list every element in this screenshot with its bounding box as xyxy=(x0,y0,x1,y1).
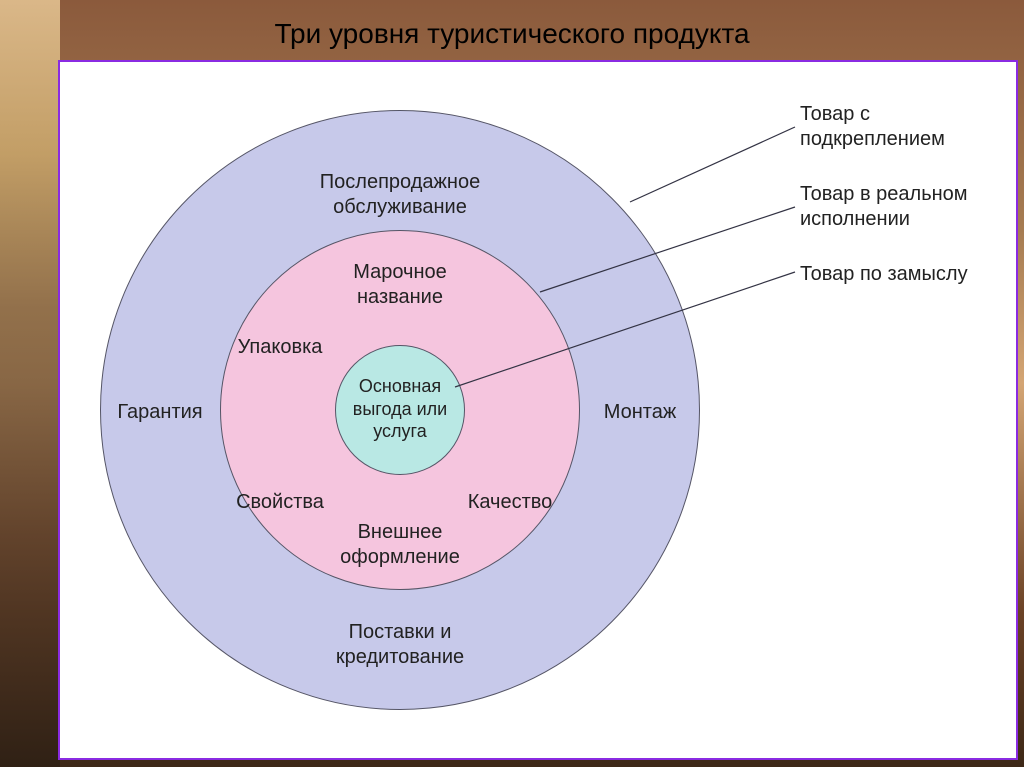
middle-topleft-label: Упаковка xyxy=(225,335,335,360)
legend-inner: Товар по замыслу xyxy=(800,262,1010,287)
legend-middle: Товар в реальномисполнении xyxy=(800,182,1010,232)
middle-botleft-label: Свойства xyxy=(230,490,330,515)
diagram-frame: Послепродажноеобслуживание Гарантия Монт… xyxy=(58,60,1018,760)
outer-top-label: Послепродажноеобслуживание xyxy=(300,170,500,220)
outer-right-label: Монтаж xyxy=(590,400,690,425)
legend-outer: Товар сподкреплением xyxy=(800,102,1010,152)
concentric-circles: Послепродажноеобслуживание Гарантия Монт… xyxy=(100,110,700,710)
inner-label: Основнаявыгода илиуслуга xyxy=(335,375,465,443)
middle-top-label: Марочноеназвание xyxy=(330,260,470,310)
middle-botright-label: Качество xyxy=(460,490,560,515)
diagram-title: Три уровня туристического продукта xyxy=(0,18,1024,50)
outer-bottom-label: Поставки икредитование xyxy=(300,620,500,670)
outer-left-label: Гарантия xyxy=(110,400,210,425)
middle-bottom-label: Внешнееоформление xyxy=(325,520,475,570)
background-accent xyxy=(0,0,60,767)
